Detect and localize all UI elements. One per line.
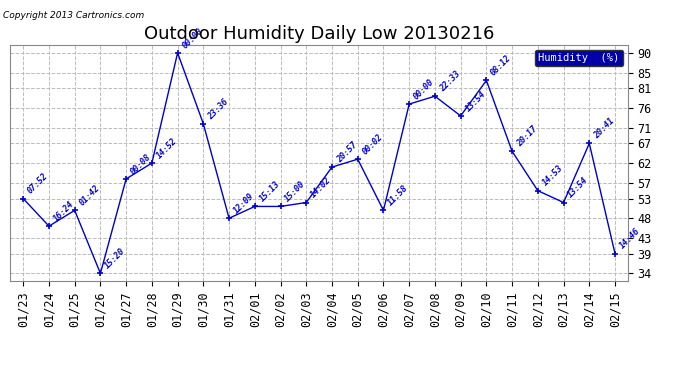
Text: 14:46: 14:46: [618, 227, 642, 251]
Text: 00:02: 00:02: [360, 132, 384, 156]
Text: 15:20: 15:20: [104, 246, 127, 271]
Text: 00:00: 00:00: [180, 26, 204, 50]
Text: 08:12: 08:12: [489, 54, 513, 78]
Title: Outdoor Humidity Daily Low 20130216: Outdoor Humidity Daily Low 20130216: [144, 26, 494, 44]
Text: 14:52: 14:52: [155, 136, 179, 160]
Text: Copyright 2013 Cartronics.com: Copyright 2013 Cartronics.com: [3, 11, 145, 20]
Text: 22:33: 22:33: [437, 69, 462, 93]
Text: 23:36: 23:36: [206, 97, 230, 121]
Text: 12:09: 12:09: [232, 191, 256, 216]
Text: 14:53: 14:53: [541, 164, 564, 188]
Text: 20:17: 20:17: [515, 124, 539, 148]
Text: 13:54: 13:54: [464, 89, 487, 113]
Text: 16:24: 16:24: [52, 199, 76, 223]
Text: 20:41: 20:41: [592, 117, 616, 141]
Text: 00:00: 00:00: [412, 77, 436, 101]
Text: 20:57: 20:57: [335, 140, 359, 164]
Text: 01:42: 01:42: [77, 183, 101, 208]
Text: 15:00: 15:00: [284, 180, 307, 204]
Text: 15:13: 15:13: [257, 180, 282, 204]
Text: 13:54: 13:54: [566, 176, 591, 200]
Text: 00:08: 00:08: [129, 152, 153, 176]
Legend: Humidity  (%): Humidity (%): [535, 50, 622, 66]
Text: 07:52: 07:52: [26, 172, 50, 196]
Text: 14:02: 14:02: [309, 176, 333, 200]
Text: 11:58: 11:58: [386, 183, 411, 208]
